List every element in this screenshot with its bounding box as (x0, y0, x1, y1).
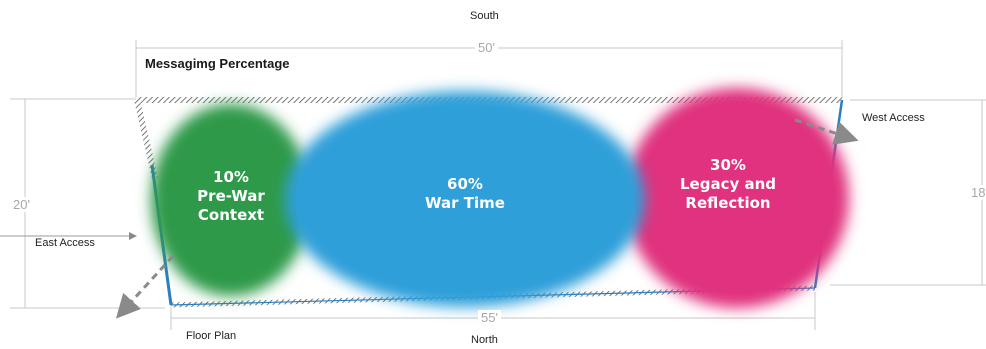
right-depth-dimension: 18 (968, 185, 986, 200)
left-depth-dimension: 20' (10, 197, 33, 212)
diagram-title: Messagimg Percentage (145, 56, 290, 71)
zone-percent: 30% (710, 156, 746, 174)
exit-arrow-southwest (115, 254, 175, 319)
west-access-label: West Access (862, 112, 925, 124)
top-width-dimension: 50' (475, 40, 498, 55)
zone-name-line1: Pre-War (197, 187, 265, 205)
zone-blob-legacy (625, 88, 849, 308)
zone-name-line1: Legacy and (679, 175, 777, 193)
zone-label-pre-war: 10% Pre-War Context (171, 168, 291, 225)
zone-blob-pre-war (151, 104, 311, 296)
south-label: South (470, 10, 499, 22)
zone-percent: 60% (447, 175, 483, 193)
west-access-arrow (794, 118, 859, 145)
zone-label-legacy: 30% Legacy and Reflection (658, 156, 798, 213)
zone-label-war-time: 60% War Time (390, 175, 540, 213)
east-access-label: East Access (35, 237, 95, 249)
bottom-width-dimension: 55' (478, 310, 501, 325)
zone-percent: 10% (213, 168, 249, 186)
floor-plan-caption: Floor Plan (186, 330, 237, 342)
north-label: North (471, 334, 498, 346)
zone-name-line2: Context (197, 206, 265, 224)
zone-name-line1: War Time (425, 194, 505, 212)
zone-blob-war-time (285, 91, 645, 307)
zone-name-line2: Reflection (685, 194, 771, 212)
